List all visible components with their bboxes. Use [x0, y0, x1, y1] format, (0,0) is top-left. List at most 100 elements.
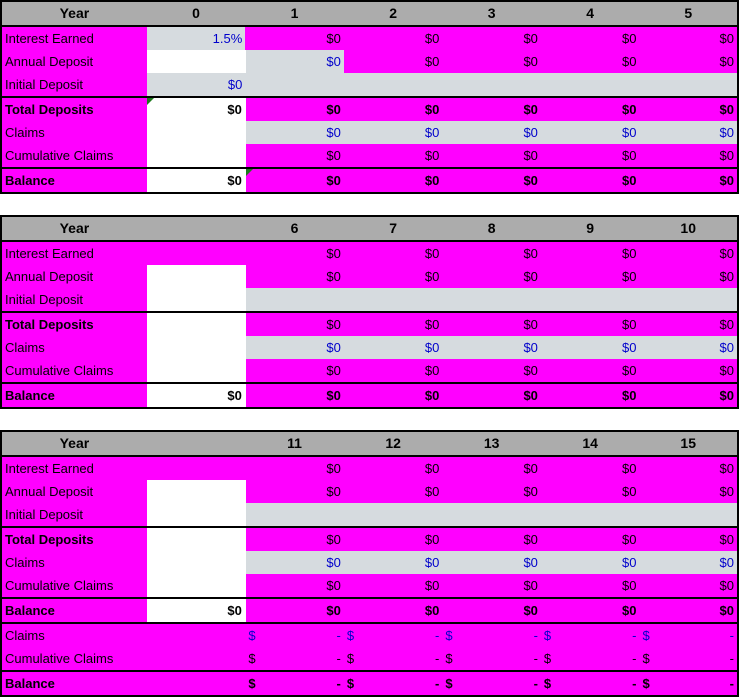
cell-cumulative-claims-accounting-blank[interactable]	[146, 647, 246, 671]
cell-balance-accounting-y15[interactable]: $ -	[639, 670, 738, 696]
cell-interest-earned-y5[interactable]: $0	[639, 26, 738, 50]
cell-balance-accounting-y11[interactable]: $ -	[245, 670, 344, 696]
cell-balance-y10[interactable]: $0	[639, 382, 738, 408]
cell-claims-accounting-y14[interactable]: $ -	[540, 622, 640, 647]
cell-cumulative-claims-y1[interactable]: $0	[245, 144, 344, 168]
cell-total-deposits-y14[interactable]: $0	[540, 526, 640, 551]
header-year-7[interactable]: 7	[343, 216, 443, 242]
cell-annual-deposit-y14[interactable]: $0	[540, 480, 640, 503]
cell-interest-earned-y1[interactable]: $0	[245, 26, 344, 50]
cell-annual-deposit-y8[interactable]: $0	[442, 265, 541, 288]
cell-annual-deposit-y5[interactable]: $0	[639, 50, 738, 73]
cell-annual-deposit-y1[interactable]: $0	[245, 50, 344, 73]
cell-claims-y6[interactable]: $0	[245, 336, 344, 359]
cell-total-deposits-blank[interactable]	[146, 311, 246, 336]
cell-cumulative-claims-accounting-y14[interactable]: $ -	[540, 647, 640, 671]
cell-cumulative-claims-y12[interactable]: $0	[343, 574, 443, 598]
cell-balance-blank[interactable]: $0	[146, 382, 246, 408]
header-year-4[interactable]: 4	[540, 1, 640, 27]
cell-balance-y15[interactable]: $0	[639, 597, 738, 623]
header-year-blank[interactable]	[146, 431, 246, 457]
cell-balance-accounting-y12[interactable]: $ -	[343, 670, 443, 696]
cell-total-deposits-blank[interactable]	[146, 526, 246, 551]
header-year-5[interactable]: 5	[639, 1, 738, 27]
cell-claims-accounting-y12[interactable]: $ -	[343, 622, 443, 647]
cell-cumulative-claims-y2[interactable]: $0	[343, 144, 443, 168]
cell-interest-earned-blank[interactable]	[146, 456, 246, 480]
cell-claims-y10[interactable]: $0	[639, 336, 738, 359]
cell-claims-y2[interactable]: $0	[343, 121, 443, 144]
cell-annual-deposit-y15[interactable]: $0	[639, 480, 738, 503]
cell-cumulative-claims-y9[interactable]: $0	[540, 359, 640, 383]
cell-total-deposits-y2[interactable]: $0	[343, 96, 443, 121]
cell-total-deposits-y6[interactable]: $0	[245, 311, 344, 336]
cell-interest-earned-y6[interactable]: $0	[245, 241, 344, 265]
cell-balance-y7[interactable]: $0	[343, 382, 443, 408]
cell-claims-y15[interactable]: $0	[639, 551, 738, 574]
cell-total-deposits-y10[interactable]: $0	[639, 311, 738, 336]
cell-interest-earned-y4[interactable]: $0	[540, 26, 640, 50]
cell-annual-deposit-y3[interactable]: $0	[442, 50, 541, 73]
cell-balance-y0[interactable]: $0	[146, 167, 246, 193]
cell-cumulative-claims-y11[interactable]: $0	[245, 574, 344, 598]
cell-claims-y4[interactable]: $0	[540, 121, 640, 144]
cell-total-deposits-y13[interactable]: $0	[442, 526, 541, 551]
cell-claims-y9[interactable]: $0	[540, 336, 640, 359]
cell-interest-earned-y7[interactable]: $0	[343, 241, 443, 265]
header-year-2[interactable]: 2	[343, 1, 443, 27]
cell-total-deposits-y9[interactable]: $0	[540, 311, 640, 336]
cell-interest-earned-y12[interactable]: $0	[343, 456, 443, 480]
cell-interest-earned-y14[interactable]: $0	[540, 456, 640, 480]
header-year-13[interactable]: 13	[442, 431, 541, 457]
cell-annual-deposit-y9[interactable]: $0	[540, 265, 640, 288]
cell-claims-blank[interactable]	[146, 551, 246, 574]
cell-claims-y11[interactable]: $0	[245, 551, 344, 574]
cell-balance-y6[interactable]: $0	[245, 382, 344, 408]
cell-annual-deposit-y6[interactable]: $0	[245, 265, 344, 288]
cell-total-deposits-y12[interactable]: $0	[343, 526, 443, 551]
cell-annual-deposit-blank[interactable]	[146, 480, 246, 503]
header-year-12[interactable]: 12	[343, 431, 443, 457]
cell-annual-deposit-y10[interactable]: $0	[639, 265, 738, 288]
cell-claims-y0[interactable]	[146, 121, 246, 144]
header-year-1[interactable]: 1	[245, 1, 344, 27]
cell-annual-deposit-y4[interactable]: $0	[540, 50, 640, 73]
cell-annual-deposit-y12[interactable]: $0	[343, 480, 443, 503]
cell-balance-y5[interactable]: $0	[639, 167, 738, 193]
cell-cumulative-claims-accounting-y12[interactable]: $ -	[343, 647, 443, 671]
cell-cumulative-claims-accounting-y15[interactable]: $ -	[639, 647, 738, 671]
cell-interest-earned-y3[interactable]: $0	[442, 26, 541, 50]
cell-cumulative-claims-y14[interactable]: $0	[540, 574, 640, 598]
cell-total-deposits-y1[interactable]: $0	[245, 96, 344, 121]
cell-interest-earned-y9[interactable]: $0	[540, 241, 640, 265]
cell-total-deposits-y7[interactable]: $0	[343, 311, 443, 336]
header-year-11[interactable]: 11	[245, 431, 344, 457]
header-year-10[interactable]: 10	[639, 216, 738, 242]
header-year-9[interactable]: 9	[540, 216, 640, 242]
cell-annual-deposit-y13[interactable]: $0	[442, 480, 541, 503]
cell-interest-earned-y13[interactable]: $0	[442, 456, 541, 480]
cell-balance-blank[interactable]: $0	[146, 597, 246, 623]
cell-interest-earned-y15[interactable]: $0	[639, 456, 738, 480]
header-year-8[interactable]: 8	[442, 216, 541, 242]
cell-interest-earned-y10[interactable]: $0	[639, 241, 738, 265]
header-year-0[interactable]: 0	[146, 1, 246, 27]
cell-claims-y12[interactable]: $0	[343, 551, 443, 574]
cell-claims-y13[interactable]: $0	[442, 551, 541, 574]
cell-balance-y9[interactable]: $0	[540, 382, 640, 408]
cell-initial-deposit-blank[interactable]	[146, 288, 246, 312]
cell-cumulative-claims-blank[interactable]	[146, 574, 246, 598]
cell-cumulative-claims-y0[interactable]	[146, 144, 246, 168]
cell-interest-earned-y8[interactable]: $0	[442, 241, 541, 265]
cell-cumulative-claims-y7[interactable]: $0	[343, 359, 443, 383]
cell-balance-accounting-blank[interactable]	[146, 670, 246, 696]
cell-balance-y4[interactable]: $0	[540, 167, 640, 193]
header-year-6[interactable]: 6	[245, 216, 344, 242]
cell-cumulative-claims-y8[interactable]: $0	[442, 359, 541, 383]
cell-total-deposits-y15[interactable]: $0	[639, 526, 738, 551]
cell-annual-deposit-y2[interactable]: $0	[343, 50, 443, 73]
cell-annual-deposit-y7[interactable]: $0	[343, 265, 443, 288]
cell-annual-deposit-blank[interactable]	[146, 265, 246, 288]
cell-balance-y11[interactable]: $0	[245, 597, 344, 623]
cell-total-deposits-y4[interactable]: $0	[540, 96, 640, 121]
